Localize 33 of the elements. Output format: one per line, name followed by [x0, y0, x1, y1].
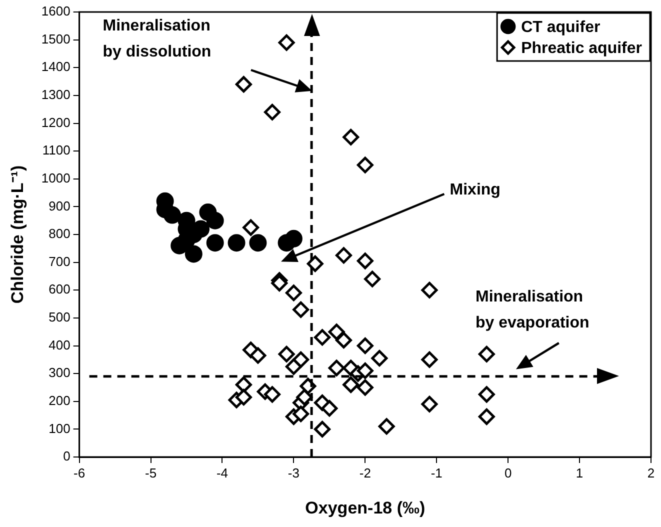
y-tick-label: 0 — [63, 448, 70, 464]
x-tick-label: 1 — [576, 465, 584, 480]
y-tick-label: 800 — [48, 226, 70, 242]
annotation: Mixing — [450, 181, 500, 198]
y-tick-label: 1100 — [42, 142, 70, 158]
x-tick-label: 2 — [647, 465, 655, 480]
x-tick-label: -1 — [430, 465, 442, 480]
x-axis-title: Oxygen-18 (‰) — [305, 498, 426, 518]
y-tick-label: 1000 — [41, 170, 70, 186]
y-tick-label: 600 — [48, 282, 70, 297]
y-tick-label: 1600 — [41, 4, 70, 19]
y-tick-label: 1300 — [41, 87, 70, 102]
y-tick-label: 200 — [48, 392, 70, 408]
annotation: Mineralisation by evaporation — [475, 288, 590, 332]
x-tick-label: -2 — [359, 465, 371, 480]
y-tick-label: 100 — [48, 420, 70, 436]
x-tick-label: 0 — [504, 465, 512, 480]
y-tick-label: 500 — [48, 310, 70, 325]
x-tick-label: -6 — [74, 465, 86, 480]
y-tick-label: 300 — [48, 365, 70, 380]
x-tick-label: -3 — [288, 465, 300, 480]
x-tick-label: -5 — [145, 465, 157, 480]
y-tick-label: 1400 — [41, 59, 70, 74]
y-tick-label: 1200 — [41, 114, 70, 130]
legend-label: Phreatic aquifer — [521, 40, 642, 57]
annotation: Mineralisation by dissolution — [102, 18, 212, 61]
y-tick-label: 400 — [48, 337, 70, 352]
y-tick-label: 1500 — [41, 31, 70, 46]
legend-label: CT aquifer — [521, 18, 600, 36]
x-tick-label: -4 — [216, 465, 228, 480]
y-tick-label: 900 — [48, 198, 70, 214]
y-tick-label: 700 — [48, 254, 70, 269]
y-axis-title: Chloride (mg·L⁻¹) — [8, 165, 27, 304]
